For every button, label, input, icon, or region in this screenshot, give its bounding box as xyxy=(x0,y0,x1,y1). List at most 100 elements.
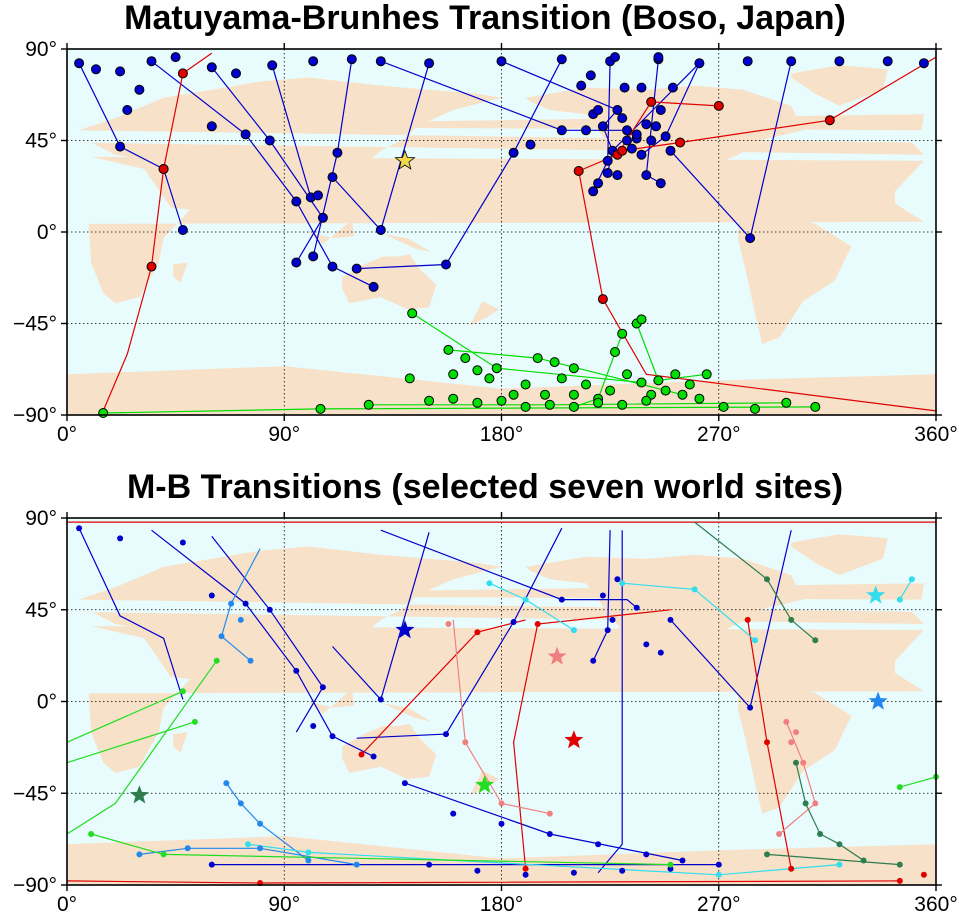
y-tick-label: −45° xyxy=(13,782,57,805)
y-tick-label: 90° xyxy=(25,38,57,61)
vgp-path xyxy=(211,536,324,733)
vgp-point xyxy=(573,166,584,176)
vgp-point xyxy=(136,851,143,858)
vgp-point xyxy=(622,135,632,146)
india-land xyxy=(231,644,285,686)
y-tick-label: 0° xyxy=(37,691,57,714)
vgp-point xyxy=(595,841,602,848)
vgp-point xyxy=(631,129,642,140)
world-sites-map-panel: 90°45°0°−45°−90°0° 90° 180° 270° 360° xyxy=(13,507,958,916)
vgp-point xyxy=(404,373,415,384)
x-tick-label: 90° xyxy=(268,423,300,446)
x-tick-label: 270° xyxy=(697,893,740,916)
x-tick-label: 0° xyxy=(57,423,77,446)
vgp-point xyxy=(546,831,553,837)
vgp-point xyxy=(88,831,95,837)
vgp-point xyxy=(742,56,753,67)
vgp-point xyxy=(308,56,319,67)
vgp-point xyxy=(718,401,729,412)
vgp-point xyxy=(622,125,632,136)
vgp-path xyxy=(102,52,213,412)
vgp-point xyxy=(745,233,756,244)
vgp-path xyxy=(211,66,324,263)
vgp-point xyxy=(747,704,754,711)
vgp-point xyxy=(593,105,604,115)
greenland-land xyxy=(791,534,888,576)
vgp-point xyxy=(636,314,647,325)
vgp-point xyxy=(657,649,664,656)
south-america-land xyxy=(738,677,852,814)
vgp-point xyxy=(593,397,604,408)
vgp-point xyxy=(568,389,579,400)
vgp-point xyxy=(264,135,275,146)
vgp-point xyxy=(882,56,893,67)
vgp-point xyxy=(305,849,312,856)
vgp-point xyxy=(675,137,686,148)
vgp-point xyxy=(800,759,807,766)
x-tick-label: 360° xyxy=(914,423,957,446)
vgp-path xyxy=(512,609,671,869)
vgp-point xyxy=(358,751,365,758)
new-guinea-land xyxy=(383,703,432,722)
vgp-points xyxy=(74,52,929,418)
vgp-point xyxy=(643,641,650,648)
vgp-point xyxy=(744,616,751,623)
x-tick-label: 0° xyxy=(57,893,77,916)
vgp-point xyxy=(643,851,650,858)
japan-land xyxy=(380,611,413,639)
vgp-point xyxy=(240,129,251,140)
vgp-point xyxy=(610,52,620,63)
vgp-point xyxy=(641,170,652,181)
x-tick-label: 180° xyxy=(480,423,523,446)
vgp-point xyxy=(802,800,809,807)
vgp-point xyxy=(590,657,597,664)
vgp-point xyxy=(158,164,169,174)
vgp-point xyxy=(496,395,507,406)
vgp-point xyxy=(646,96,657,107)
vgp-point xyxy=(715,861,722,868)
vgp-point xyxy=(170,52,181,63)
vgp-point xyxy=(558,596,565,603)
vgp-path xyxy=(78,62,184,231)
vgp-point xyxy=(146,56,157,67)
vgp-point xyxy=(319,684,326,691)
vgp-point xyxy=(556,54,567,65)
vgp-point xyxy=(570,627,577,634)
vgp-point xyxy=(764,739,770,746)
vgp-point xyxy=(327,172,338,183)
site-star-marker xyxy=(564,730,584,749)
vgp-point xyxy=(786,56,797,67)
vgp-point xyxy=(636,149,647,160)
vgp-point xyxy=(218,633,225,640)
vgp-path xyxy=(225,782,309,861)
vgp-point xyxy=(245,841,251,848)
vgp-point xyxy=(498,800,505,807)
y-tick-label: 90° xyxy=(25,507,57,530)
vgp-point xyxy=(896,877,903,884)
vgp-point xyxy=(146,261,157,272)
vgp-point xyxy=(179,539,186,546)
vgp-point xyxy=(788,865,795,872)
vgp-point xyxy=(764,576,770,583)
vgp-point xyxy=(896,596,903,603)
vgp-point xyxy=(346,54,357,65)
vgp-point xyxy=(636,377,647,388)
vgp-point xyxy=(641,119,652,130)
vgp-point xyxy=(98,408,109,418)
vgp-point xyxy=(619,82,630,93)
vgp-point xyxy=(670,369,681,380)
vgp-point xyxy=(612,105,623,115)
south-america-land xyxy=(738,207,852,344)
vgp-path xyxy=(578,101,719,172)
site-star-marker xyxy=(395,620,415,639)
vgp-point xyxy=(291,257,302,268)
site-star-marker xyxy=(394,149,416,170)
vgp-point xyxy=(667,865,674,872)
vgp-point xyxy=(448,393,459,404)
vgp-point xyxy=(377,696,384,703)
vgp-point xyxy=(610,347,620,357)
vgp-point xyxy=(474,629,481,636)
vgp-point xyxy=(694,393,705,404)
vgp-point xyxy=(713,100,724,111)
vgp-point xyxy=(597,121,608,132)
